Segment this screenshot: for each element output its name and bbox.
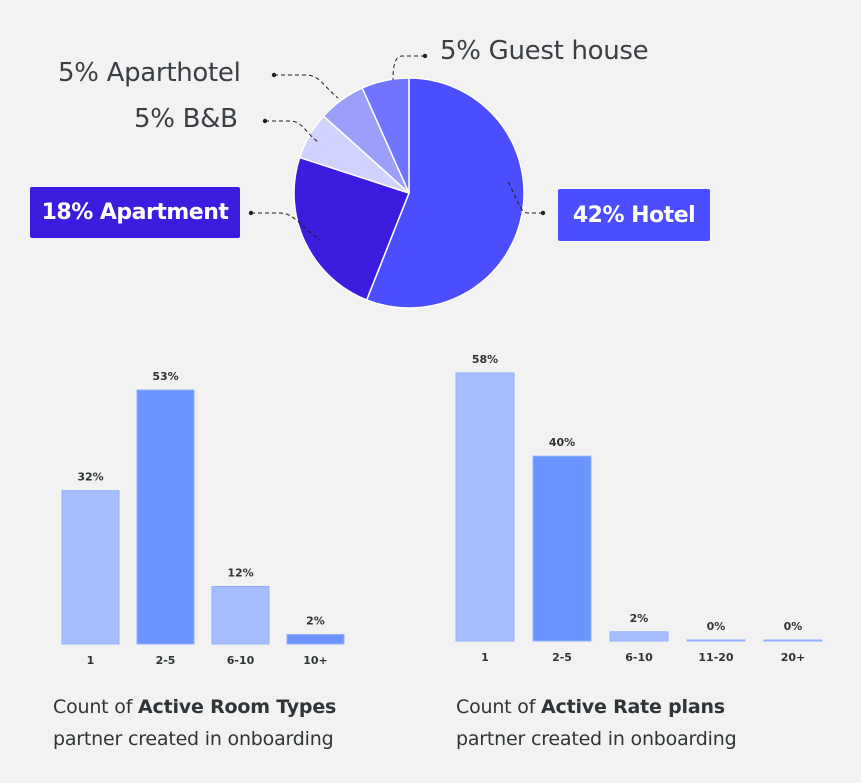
- bar-category-label: 1: [87, 654, 95, 667]
- pie-label-hotel: 42% Hotel: [558, 189, 710, 241]
- caption-line2: partner created in onboarding: [53, 728, 334, 750]
- bar-category-label: 20+: [781, 651, 806, 664]
- bar: [455, 372, 515, 642]
- caption-bold: Active Room Types: [138, 696, 337, 718]
- bar: [211, 585, 270, 645]
- caption-bold: Active Rate plans: [541, 696, 725, 718]
- leader-line-hotel: [506, 179, 543, 214]
- bar-value-label: 2%: [630, 612, 649, 625]
- leader-dot-hotel: [540, 210, 546, 216]
- leader-dot-apartment: [248, 210, 254, 216]
- pie-label-apartment: 18% Apartment: [30, 187, 240, 238]
- leader-line-apartment: [251, 212, 321, 241]
- bar: [61, 490, 120, 645]
- bar-category-label: 2-5: [156, 654, 176, 667]
- bar: [136, 389, 195, 645]
- bar-chart-room-types: 32% 1 53% 2-5 12% 6-10 2% 10+: [61, 370, 345, 667]
- bar-chart-rate-plans: 58% 1 40% 2-5 2% 6-10 0% 11-20 0% 20+: [455, 353, 823, 664]
- leader-line-aparthotel: [274, 74, 339, 99]
- bar-value-label: 58%: [472, 353, 498, 366]
- bar-category-label: 1: [481, 651, 489, 664]
- leader-dot-guest-house: [422, 53, 428, 59]
- bar-value-label: 12%: [227, 566, 253, 579]
- caption-prefix: Count of: [456, 696, 542, 718]
- leader-dot-aparthotel: [271, 72, 277, 78]
- leader-line-bnb: [265, 120, 319, 143]
- bar-value-label: 40%: [549, 436, 575, 449]
- bar-value-label: 0%: [707, 620, 726, 633]
- bar-category-label: 6-10: [625, 651, 653, 664]
- bar-value-label: 0%: [784, 620, 803, 633]
- bar: [686, 639, 746, 642]
- pie-slice-guest-house: [361, 77, 410, 194]
- caption-room-types: Count of Active Room Types partner creat…: [53, 691, 336, 755]
- bar: [532, 455, 592, 642]
- bar-value-label: 53%: [152, 370, 178, 383]
- pie-label-bnb: 5% B&B: [134, 104, 238, 134]
- leader-line-guest-house: [392, 55, 425, 81]
- bar-value-label: 2%: [306, 614, 325, 627]
- bar-value-label: 32%: [77, 471, 103, 484]
- caption-line2: partner created in onboarding: [456, 728, 737, 750]
- bar: [763, 639, 823, 642]
- bar: [609, 631, 669, 642]
- bar-category-label: 2-5: [552, 651, 572, 664]
- bar: [286, 633, 345, 645]
- pie-chart: [248, 53, 546, 309]
- caption-rate-plans: Count of Active Rate plans partner creat…: [456, 691, 737, 755]
- pie-label-guest-house: 5% Guest house: [440, 36, 649, 66]
- pie-slice-apartment: [293, 156, 410, 301]
- pie-slice-hotel: [365, 77, 525, 309]
- leader-dot-bnb: [262, 118, 268, 124]
- bar-category-label: 6-10: [227, 654, 255, 667]
- caption-prefix: Count of: [53, 696, 139, 718]
- pie-label-aparthotel: 5% Aparthotel: [58, 58, 241, 88]
- bar-category-label: 11-20: [698, 651, 734, 664]
- bar-category-label: 10+: [303, 654, 328, 667]
